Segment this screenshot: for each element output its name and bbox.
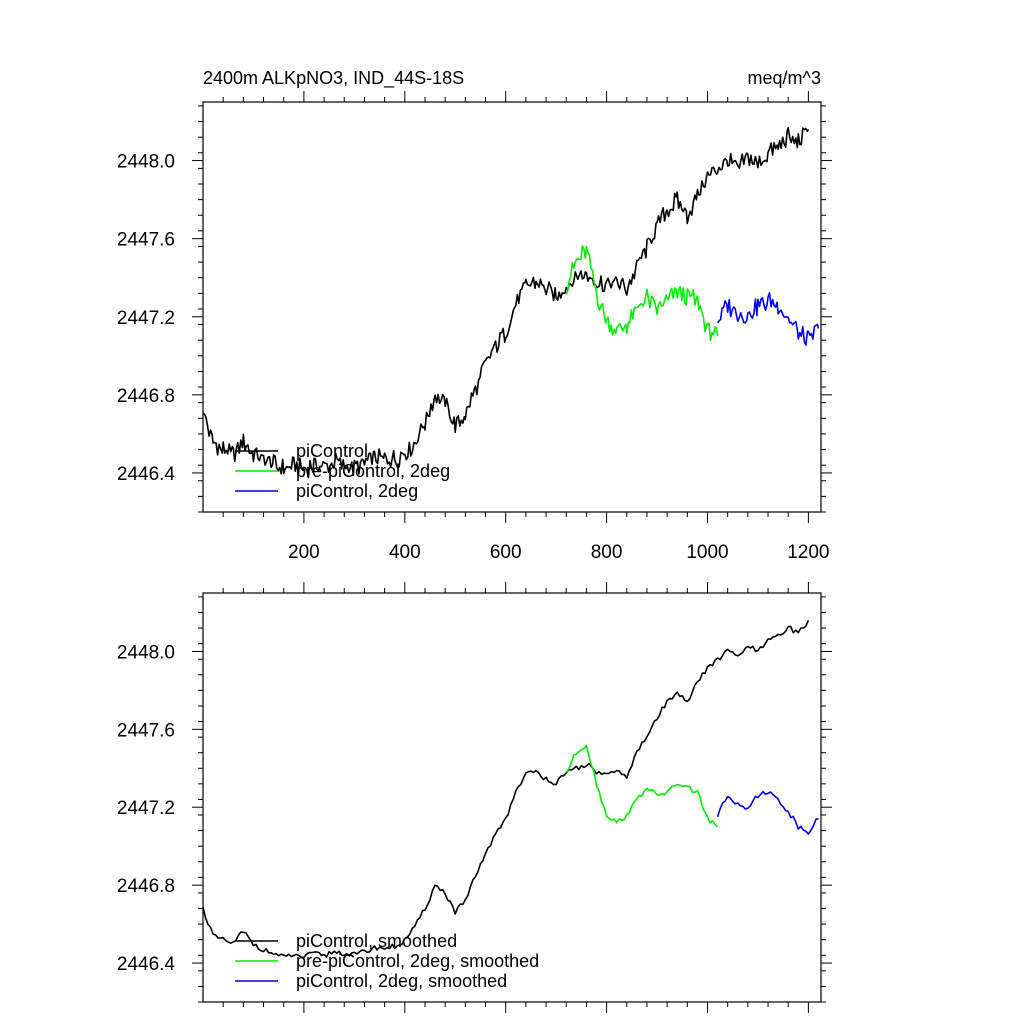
bottom-plot-frame [202, 592, 822, 1003]
x-tick-label: 1000 [686, 542, 728, 563]
y-tick-label: 2446.8 [117, 876, 175, 897]
bottom-series-lines [202, 619, 819, 959]
legend-label-0: piControl, smoothed [296, 931, 457, 951]
legend-label-2: piControl, 2deg [296, 481, 418, 501]
top-plot-frame [202, 101, 822, 513]
y-tick-label: 2448.0 [117, 152, 175, 173]
bottom-panel: 2446.4 2446.8 2447.2 2447.6 2448.0 piControl… [117, 582, 832, 1013]
series-line-2 [716, 790, 819, 835]
legend-label-2: piControl, 2deg, smoothed [296, 971, 507, 991]
y-tick-label: 2446.4 [117, 464, 176, 485]
series-line-0 [202, 127, 810, 479]
x-tick-label: 600 [490, 542, 522, 563]
y-tick-label: 2447.6 [117, 720, 175, 741]
y-tick-label: 2447.6 [117, 230, 175, 251]
top-title-left: 2400m ALKpNO3, IND_44S-18S [203, 68, 464, 89]
x-tick-label: 1200 [787, 542, 829, 563]
legend-label-1: pre-piControl, 2deg, smoothed [296, 951, 539, 971]
series-line-2 [716, 292, 820, 346]
bottom-ticks [192, 582, 832, 1013]
y-tick-label: 2446.8 [117, 386, 175, 407]
legend-label-0: piControl [296, 441, 368, 461]
x-tick-label: 800 [591, 542, 623, 563]
top-title-right: meq/m^3 [748, 68, 821, 88]
top-tick-labels: 200 400 600 800 1000 1200 2446.4 2446.8 2447.2 24… [117, 152, 830, 563]
y-tick-label: 2447.2 [117, 308, 175, 329]
series-line-1 [565, 245, 719, 342]
top-ticks [192, 91, 832, 523]
x-tick-label: 400 [389, 542, 421, 563]
bottom-tick-labels: 2446.4 2446.8 2447.2 2447.6 2448.0 [117, 642, 176, 975]
y-tick-label: 2446.4 [117, 954, 176, 975]
top-panel: 2400m ALKpNO3, IND_44S-18S meq/m^3 200 40… [117, 68, 832, 563]
series-line-0 [202, 619, 810, 959]
y-tick-label: 2447.2 [117, 798, 175, 819]
top-series-lines [202, 127, 820, 479]
y-tick-label: 2448.0 [117, 642, 175, 663]
series-line-1 [565, 744, 719, 828]
legend-label-1: pre-piControl, 2deg [296, 461, 450, 481]
x-tick-label: 200 [288, 542, 320, 563]
